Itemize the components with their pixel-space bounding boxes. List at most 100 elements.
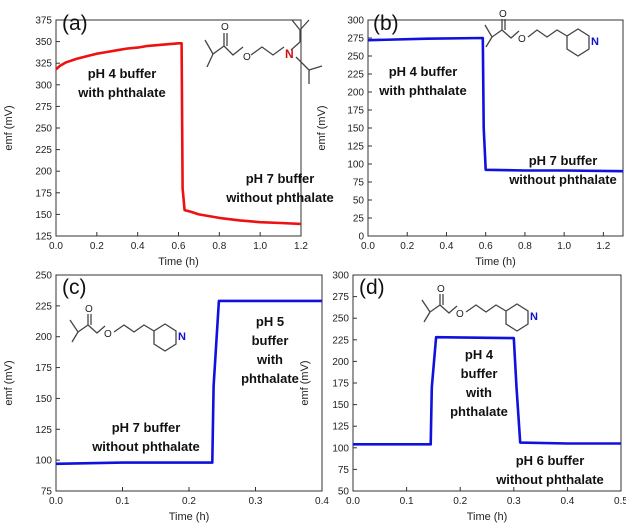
y-tick-label: 175 — [35, 188, 52, 199]
panel-label: (a) — [62, 12, 88, 35]
y-tick-label: 225 — [347, 70, 364, 81]
structure-a: O O N — [204, 19, 323, 84]
carbonyl-oxygen-label: O — [499, 9, 507, 20]
y-tick-label: 125 — [35, 425, 52, 436]
y-tick-label: 150 — [35, 394, 52, 405]
structure-c: O O N — [69, 304, 186, 352]
y-tick-label: 225 — [332, 335, 349, 346]
y-tick-label: 150 — [347, 124, 364, 135]
x-tick-label: 0.5 — [614, 496, 626, 507]
amine-nitrogen-label: N — [285, 47, 294, 61]
x-tick-label: 1.2 — [294, 241, 308, 252]
data-series-line — [55, 42, 302, 226]
y-tick-label: 225 — [35, 301, 52, 312]
pyridine-nitrogen-label: N — [530, 311, 538, 323]
y-tick-label: 375 — [35, 16, 52, 27]
y-tick-label: 200 — [332, 357, 349, 368]
y-tick-label: 200 — [35, 332, 52, 343]
y-tick-label: 150 — [332, 400, 349, 411]
y-tick-label: 225 — [35, 145, 52, 156]
x-tick-label: 0.2 — [90, 241, 104, 252]
pyridine-nitrogen-label: N — [178, 331, 186, 343]
ester-oxygen-label: O — [243, 52, 251, 63]
y-tick-label: 25 — [353, 214, 365, 225]
x-tick-label: 0.6 — [172, 241, 186, 252]
x-tick-label: 1.0 — [557, 241, 571, 252]
y-tick-label: 175 — [347, 106, 364, 117]
y-tick-label: 100 — [35, 456, 52, 467]
structure-b: O O N — [484, 9, 599, 57]
x-tick-label: 1.0 — [253, 241, 267, 252]
structure-d: O O N — [421, 284, 538, 332]
y-axis-label: emf (mV) — [3, 105, 15, 150]
x-axis-label: Time (h) — [158, 256, 199, 268]
y-tick-label: 75 — [353, 178, 365, 189]
y-tick-label: 300 — [35, 80, 52, 91]
x-tick-label: 0.2 — [182, 496, 196, 507]
ester-oxygen-label: O — [104, 329, 112, 340]
carbonyl-oxygen-label: O — [85, 304, 93, 315]
y-tick-label: 200 — [347, 88, 364, 99]
panel-a: 0.0 0.2 0.4 0.6 0.8 1.0 1.2 125 150 175 200 225 250 2… — [3, 12, 334, 268]
data-series-line — [55, 299, 322, 466]
annotation-text: pH 4 buffer with phthalate — [378, 64, 466, 98]
x-tick-label: 0.3 — [249, 496, 263, 507]
x-tick-label: 0.1 — [116, 496, 130, 507]
y-tick-label: 125 — [347, 142, 364, 153]
y-tick-label: 75 — [338, 465, 350, 476]
x-tick-label: 0.4 — [315, 496, 329, 507]
x-tick-label: 0.2 — [453, 496, 467, 507]
x-tick-label: 0.0 — [49, 496, 63, 507]
y-axis-label: emf (mV) — [316, 105, 328, 150]
y-tick-label: 350 — [35, 37, 52, 48]
panel-b: 0.0 0.2 0.4 0.6 0.8 1.0 1.2 0 25 50 75 100 125 150 175… — [316, 12, 624, 268]
carbonyl-oxygen-label: O — [437, 284, 445, 295]
y-tick-label: 125 — [332, 422, 349, 433]
annotation-text: pH 5 buffer with phthalate — [241, 314, 299, 386]
pyridine-nitrogen-label: N — [591, 36, 599, 48]
carbonyl-oxygen-label: O — [221, 22, 229, 33]
x-axis-label: Time (h) — [475, 256, 516, 268]
x-tick-label: 0.4 — [560, 496, 574, 507]
x-tick-label: 0.0 — [346, 496, 360, 507]
x-tick-label: 0.6 — [479, 241, 493, 252]
panel-d: 0.0 0.1 0.2 0.3 0.4 0.5 50 75 100 125 150 175 200 225… — [299, 271, 626, 523]
y-tick-label: 250 — [35, 124, 52, 135]
panel-label: (c) — [62, 276, 87, 299]
y-tick-label: 300 — [332, 271, 349, 282]
x-tick-label: 0.3 — [507, 496, 521, 507]
y-tick-label: 200 — [35, 167, 52, 178]
y-tick-label: 50 — [338, 487, 350, 498]
panel-label: (b) — [373, 12, 399, 35]
x-tick-label: 0.0 — [49, 241, 63, 252]
y-tick-label: 100 — [332, 443, 349, 454]
panel-label: (d) — [359, 276, 385, 299]
annotation-text: pH 4 buffer with phthalate — [450, 347, 508, 419]
y-tick-label: 250 — [332, 314, 349, 325]
y-tick-label: 125 — [35, 232, 52, 243]
annotation-text: pH 7 buffer without phthalate — [91, 420, 200, 454]
y-tick-label: 325 — [35, 59, 52, 70]
annotation-text: pH 7 buffer without phthalate — [225, 171, 334, 205]
y-tick-label: 150 — [35, 210, 52, 221]
ester-oxygen-label: O — [456, 309, 464, 320]
x-tick-label: 0.0 — [361, 241, 375, 252]
ester-oxygen-label: O — [518, 34, 526, 45]
y-tick-label: 275 — [347, 34, 364, 45]
x-tick-label: 0.4 — [131, 241, 145, 252]
y-axis-label: emf (mV) — [3, 360, 15, 405]
x-axis-label: Time (h) — [467, 511, 508, 523]
y-tick-label: 100 — [347, 160, 364, 171]
x-tick-label: 0.8 — [212, 241, 226, 252]
y-tick-label: 175 — [332, 379, 349, 390]
y-tick-label: 50 — [353, 196, 365, 207]
panel-c: 0.0 0.1 0.2 0.3 0.4 75 100 125 150 175 200 225 250 Ti… — [3, 271, 329, 523]
annotation-text: pH 6 buffer without phthalate — [495, 453, 604, 487]
y-tick-label: 250 — [347, 52, 364, 63]
y-tick-label: 300 — [347, 16, 364, 27]
data-series-line — [353, 335, 621, 446]
x-tick-label: 1.2 — [596, 241, 610, 252]
y-tick-label: 275 — [35, 102, 52, 113]
annotation-text: pH 7 buffer without phthalate — [508, 153, 617, 187]
